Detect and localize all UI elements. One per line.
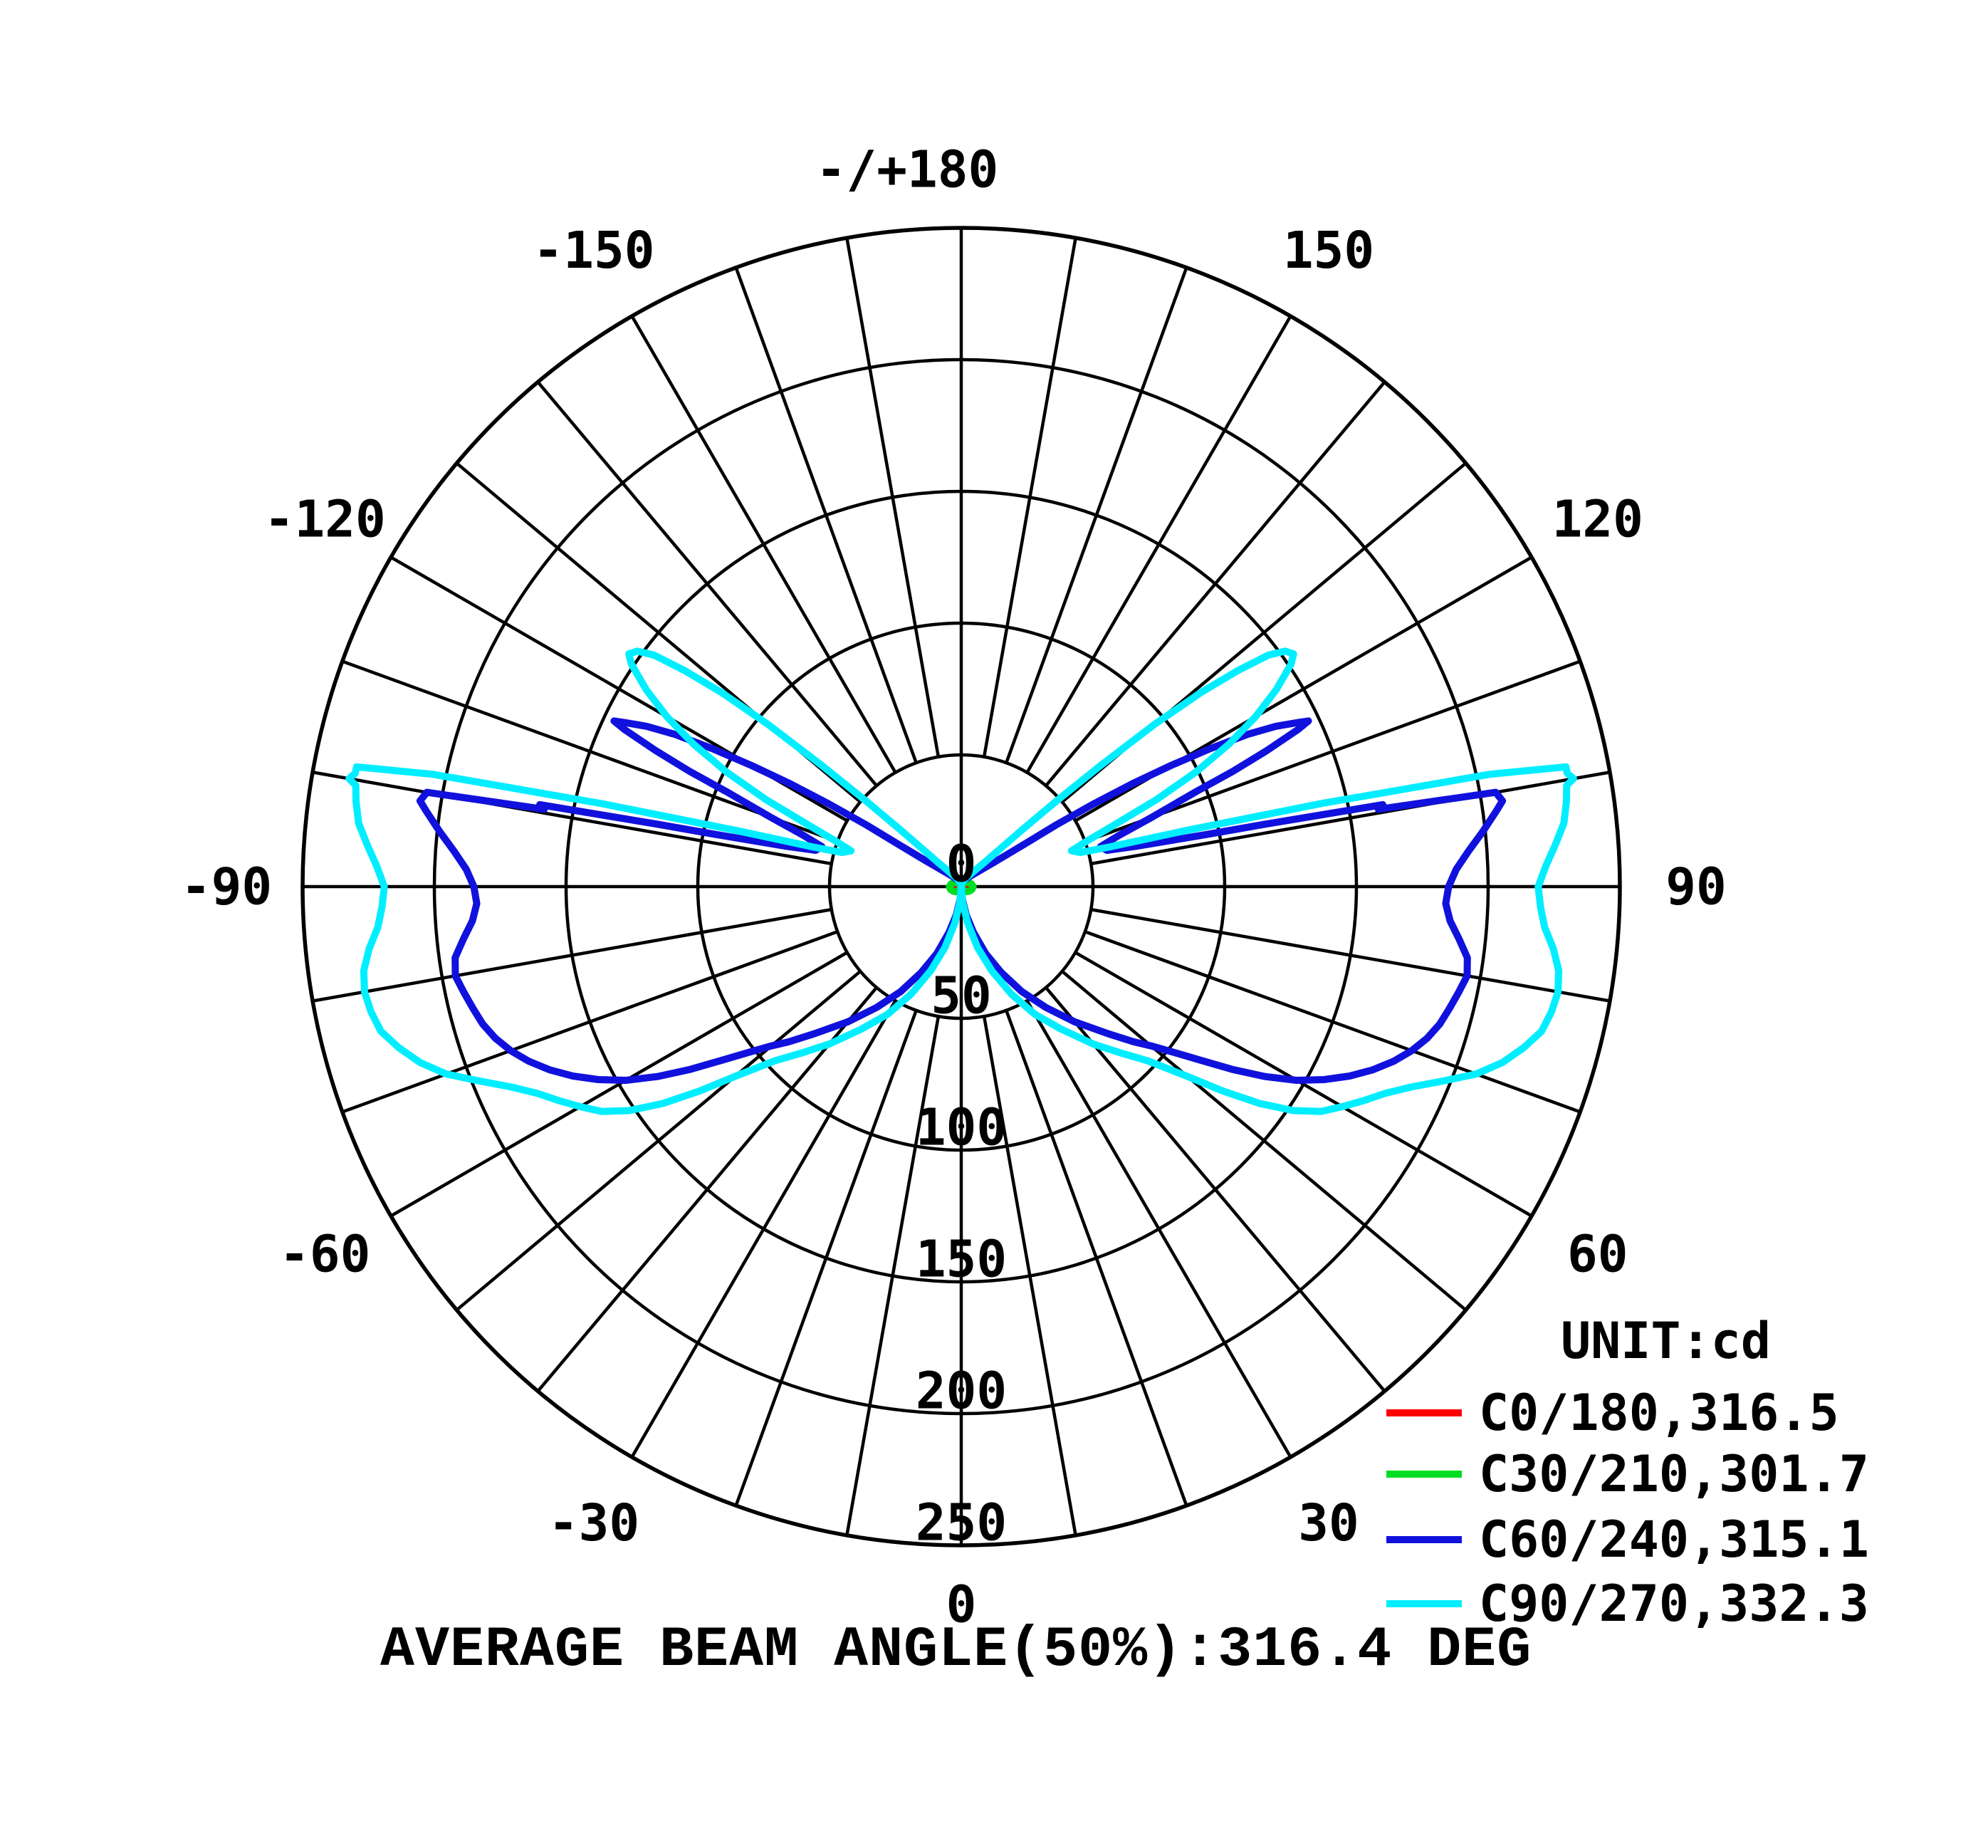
grid-spoke-80 [1090, 907, 1611, 1003]
radial-label-0: 0 [946, 835, 977, 894]
grid-spoke--20 [734, 1010, 918, 1506]
angle-label--90: -90 [181, 857, 272, 917]
average-beam-angle-title: AVERAGE BEAM ANGLE(50%):316.4 DEG [380, 1618, 1532, 1683]
grid-spoke-30 [1025, 1000, 1292, 1458]
grid-spoke-160 [1005, 267, 1188, 763]
grid-spoke--10 [845, 1016, 941, 1536]
angle-label-180: -/+180 [816, 140, 998, 199]
angle-label--150: -150 [533, 221, 655, 280]
grid-spoke--50 [455, 970, 862, 1312]
grid-spoke--140 [536, 380, 878, 787]
grid-spoke--150 [630, 315, 897, 773]
angle-label-120: 120 [1552, 490, 1643, 549]
radial-label-50: 50 [931, 966, 992, 1025]
radial-label-100: 100 [916, 1098, 1007, 1157]
grid-spoke--30 [630, 1000, 897, 1458]
radial-label-150: 150 [916, 1230, 1007, 1289]
radial-label-250: 250 [916, 1493, 1007, 1552]
grid-spoke-10 [982, 1016, 1077, 1536]
grid-spoke--80 [312, 907, 832, 1003]
grid-spoke-70 [1084, 930, 1581, 1114]
grid-spoke--160 [734, 267, 918, 763]
grid-spoke--170 [845, 237, 941, 758]
grid-spoke--100 [312, 771, 832, 866]
grid-spoke-20 [1005, 1010, 1188, 1506]
grid-spoke--70 [342, 930, 838, 1114]
grid-spoke--60 [389, 951, 848, 1218]
angle-label-90: 90 [1665, 857, 1727, 917]
unit-label: UNIT:cd [1561, 1312, 1772, 1370]
angle-label-150: 150 [1283, 221, 1374, 280]
curve-c90-270 [345, 647, 1577, 1115]
grid-spoke-100 [1090, 771, 1611, 866]
grid-spoke-170 [982, 237, 1077, 758]
angle-label-60: 60 [1567, 1225, 1628, 1284]
grid-spoke-40 [1045, 986, 1386, 1393]
grid-spoke-150 [1025, 315, 1292, 773]
radial-label-200: 200 [916, 1362, 1007, 1421]
angle-label--60: -60 [279, 1225, 370, 1284]
grid-spoke-140 [1045, 380, 1386, 787]
grid-spoke-50 [1061, 970, 1468, 1312]
angle-label-0: 0 [946, 1575, 977, 1634]
angle-label--30: -30 [548, 1493, 639, 1552]
angle-label-30: 30 [1298, 1493, 1359, 1552]
grid-spoke--40 [536, 986, 878, 1393]
angle-label--120: -120 [264, 490, 386, 549]
grid-spoke-60 [1074, 951, 1533, 1218]
